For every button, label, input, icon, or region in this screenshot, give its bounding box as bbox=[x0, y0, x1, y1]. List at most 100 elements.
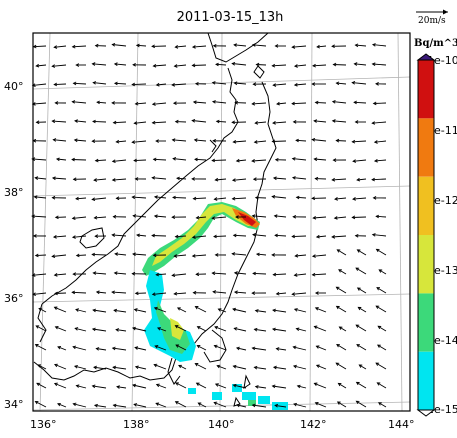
wind-vector bbox=[194, 139, 207, 142]
wind-vector-head bbox=[172, 195, 176, 200]
wind-vector bbox=[215, 63, 227, 66]
wind-vector bbox=[132, 327, 147, 332]
wind-vector-head bbox=[355, 400, 360, 405]
wind-vector-head bbox=[377, 344, 381, 348]
wind-vector bbox=[216, 120, 227, 123]
wind-vector bbox=[37, 364, 47, 370]
wind-vector bbox=[336, 140, 347, 142]
wind-vector bbox=[314, 120, 327, 123]
wind-vector-head bbox=[172, 101, 177, 105]
wind-vector-head bbox=[372, 196, 377, 200]
wind-vector bbox=[356, 400, 367, 408]
coastline bbox=[33, 32, 277, 407]
wind-vector bbox=[194, 158, 207, 161]
wind-vector-head bbox=[291, 101, 295, 106]
wind-vector-head bbox=[371, 233, 376, 237]
wind-vector-head bbox=[252, 271, 256, 276]
wind-vector-head bbox=[311, 254, 316, 258]
wind-vector-head bbox=[314, 402, 319, 406]
wind-vector bbox=[195, 363, 207, 370]
colorbar-band bbox=[418, 60, 434, 119]
colorbar-unit-label: Bq/m^3 bbox=[414, 38, 457, 49]
lat-tick-38: 38° bbox=[4, 186, 24, 199]
wind-vector-head bbox=[356, 287, 361, 291]
wind-vector-head bbox=[294, 253, 299, 258]
wind-vector bbox=[92, 328, 107, 332]
wind-vector-head bbox=[111, 233, 116, 237]
wind-vector bbox=[198, 402, 207, 408]
wind-vector bbox=[192, 64, 207, 66]
wind-vector bbox=[132, 83, 147, 86]
wind-vector bbox=[195, 306, 207, 313]
wind-vector-head bbox=[275, 347, 280, 351]
wind-vector-head bbox=[315, 364, 320, 368]
wind-vector-head bbox=[273, 214, 278, 218]
wind-vector-head bbox=[131, 326, 136, 331]
wind-vector-head bbox=[154, 345, 159, 349]
wind-vector-head bbox=[171, 215, 176, 219]
wind-vector bbox=[294, 308, 307, 313]
wind-vector-head bbox=[175, 344, 180, 348]
wind-vector bbox=[254, 328, 267, 332]
wind-vector bbox=[192, 45, 207, 48]
wind-vector-head bbox=[233, 43, 237, 47]
wind-vector bbox=[152, 177, 167, 180]
wind-vector bbox=[135, 366, 147, 370]
wind-vector bbox=[32, 215, 47, 218]
wind-vector-head bbox=[335, 81, 340, 86]
wind-vector bbox=[275, 404, 287, 408]
wind-vector-head bbox=[91, 139, 96, 143]
wind-vector bbox=[74, 365, 87, 370]
wind-vector bbox=[377, 325, 387, 332]
wind-vector-head bbox=[96, 100, 100, 105]
wind-vector-head bbox=[133, 403, 138, 407]
wind-vector-head bbox=[292, 345, 297, 350]
wind-vector-head bbox=[271, 194, 276, 199]
wind-vector-head bbox=[332, 158, 337, 162]
wind-vector bbox=[192, 235, 207, 238]
wind-vector-head bbox=[378, 402, 382, 406]
wind-vector-head bbox=[113, 308, 118, 313]
wind-vector bbox=[76, 385, 87, 389]
wind-vector-head bbox=[331, 235, 336, 239]
wind-vector bbox=[35, 344, 47, 351]
wind-vector-head bbox=[34, 176, 39, 180]
wind-vector bbox=[174, 292, 187, 295]
wind-vector-head bbox=[171, 83, 175, 87]
wind-vector bbox=[352, 140, 367, 143]
wind-vector-head bbox=[132, 214, 137, 218]
wind-vector-head bbox=[194, 363, 199, 367]
wind-vector-head bbox=[235, 346, 240, 351]
wind-vector-head bbox=[233, 81, 238, 86]
wind-vector bbox=[335, 362, 347, 370]
wind-vector bbox=[157, 327, 167, 332]
wind-vector-head bbox=[172, 156, 177, 161]
wind-vector bbox=[54, 45, 67, 48]
wind-vector-head bbox=[134, 291, 139, 296]
wind-vector-head bbox=[214, 383, 219, 387]
wind-vector bbox=[317, 45, 327, 48]
wind-vector bbox=[114, 272, 127, 275]
wind-vector bbox=[112, 159, 127, 162]
wind-vector-head bbox=[371, 43, 376, 47]
wind-vector bbox=[355, 324, 367, 332]
wind-vector bbox=[217, 365, 227, 370]
wind-vector-head bbox=[292, 215, 297, 219]
wind-vector-head bbox=[334, 197, 338, 201]
wind-vector bbox=[134, 403, 147, 408]
wind-vector bbox=[152, 235, 167, 237]
wind-vector bbox=[156, 384, 167, 389]
wind-vector bbox=[232, 308, 247, 313]
wind-vector bbox=[112, 347, 127, 351]
wind-vector-head bbox=[331, 177, 336, 182]
wind-vector-head bbox=[232, 233, 237, 238]
wind-vector bbox=[272, 196, 287, 199]
wind-vector-head bbox=[75, 63, 80, 67]
wind-vector bbox=[256, 253, 267, 256]
wind-vector bbox=[72, 235, 87, 238]
lon-tick-138: 138° bbox=[123, 418, 150, 431]
wind-vector-head bbox=[131, 140, 136, 144]
wind-vector-head bbox=[156, 327, 161, 331]
wind-vector-head bbox=[35, 325, 40, 329]
wind-vector-head bbox=[32, 234, 37, 238]
